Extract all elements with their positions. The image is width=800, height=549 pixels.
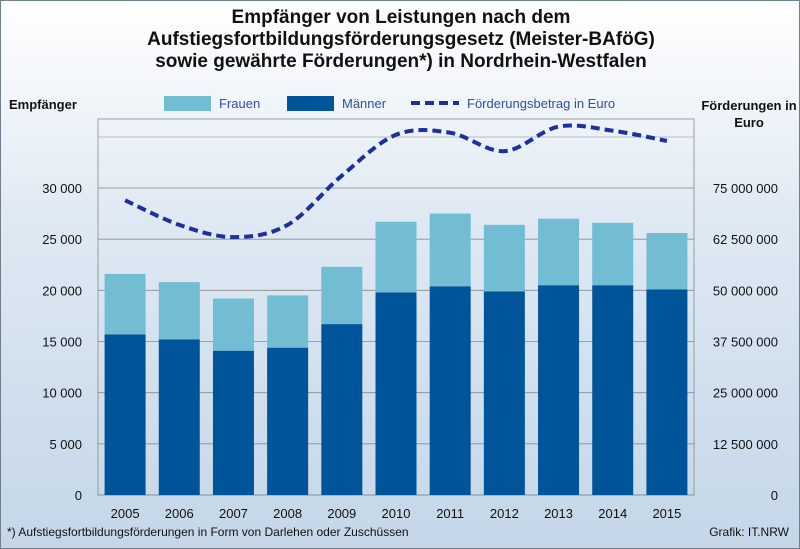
footnote: *) Aufstiegsfortbildungsförderungen in F… [7, 525, 409, 539]
x-tick-label: 2010 [382, 506, 411, 521]
y-tick-label-left: 25 000 [42, 232, 82, 247]
bar-frauen [592, 222, 634, 286]
bar-frauen [158, 282, 200, 340]
y-tick-label-right: 62 500 000 [713, 232, 778, 247]
y-tick-label-right: 0 [771, 488, 778, 503]
y-tick-label-right: 50 000 000 [713, 283, 778, 298]
bar-maenner [646, 289, 688, 495]
y-tick-label-left: 15 000 [42, 335, 82, 350]
x-tick-label: 2012 [490, 506, 519, 521]
bar-maenner [592, 285, 634, 495]
x-tick-label: 2005 [111, 506, 140, 521]
y-tick-label-left: 10 000 [42, 386, 82, 401]
y-tick-label-right: 25 000 000 [713, 386, 778, 401]
x-tick-label: 2006 [165, 506, 194, 521]
legend-label-maenner: Männer [342, 96, 387, 111]
source-credit: Grafik: IT.NRW [709, 525, 789, 539]
bar-maenner [104, 334, 146, 495]
chart-title-line-2: Aufstiegsfortbildungsförderungsgesetz (M… [147, 29, 655, 50]
bar-frauen [483, 224, 525, 292]
bar-frauen [104, 273, 146, 335]
y-tick-label-right: 37 500 000 [713, 335, 778, 350]
bar-frauen [538, 218, 580, 286]
bar-frauen [321, 266, 363, 325]
bar-frauen [267, 295, 309, 348]
chart-title-line-3: sowie gewährte Förderungen*) in Nordrhei… [155, 51, 647, 72]
line-foerderungsbetrag [124, 123, 668, 240]
bar-frauen [429, 213, 471, 287]
legend-label-line: Förderungsbetrag in Euro [467, 96, 615, 111]
chart-title-line-1: Empfänger von Leistungen nach dem [231, 7, 571, 28]
bar-maenner [375, 292, 417, 495]
y-tick-label-right: 12 500 000 [713, 437, 778, 452]
x-tick-label: 2011 [436, 506, 464, 521]
chart-title: Empfänger von Leistungen nach dem Aufsti… [1, 7, 800, 73]
bar-maenner [483, 291, 525, 495]
legend-swatch-maenner [287, 96, 334, 111]
bar-maenner [538, 285, 580, 495]
y-axis-title-left: Empfänger [9, 97, 77, 112]
bar-maenner [267, 347, 309, 495]
x-tick-label: 2013 [544, 506, 573, 521]
bar-frauen [646, 233, 688, 290]
legend-label-frauen: Frauen [219, 96, 260, 111]
x-tick-label: 2007 [219, 506, 248, 521]
bar-maenner [321, 324, 363, 495]
y-axis-title-right: Förderungen in Euro [701, 98, 797, 130]
legend-swatch-frauen [164, 96, 211, 111]
y-tick-label-left: 0 [75, 488, 82, 503]
bar-maenner [158, 339, 200, 495]
y-tick-label-left: 5 000 [49, 437, 82, 452]
y-tick-label-left: 30 000 [42, 181, 82, 196]
bar-maenner [212, 350, 254, 495]
x-tick-label: 2008 [273, 506, 302, 521]
x-tick-label: 2014 [598, 506, 627, 521]
x-tick-label: 2015 [652, 506, 681, 521]
y-tick-label-right: 75 000 000 [713, 181, 778, 196]
bar-frauen [212, 298, 254, 351]
x-tick-label: 2009 [327, 506, 356, 521]
bar-maenner [429, 286, 471, 495]
y-tick-label-left: 20 000 [42, 283, 82, 298]
bar-frauen [375, 221, 417, 293]
